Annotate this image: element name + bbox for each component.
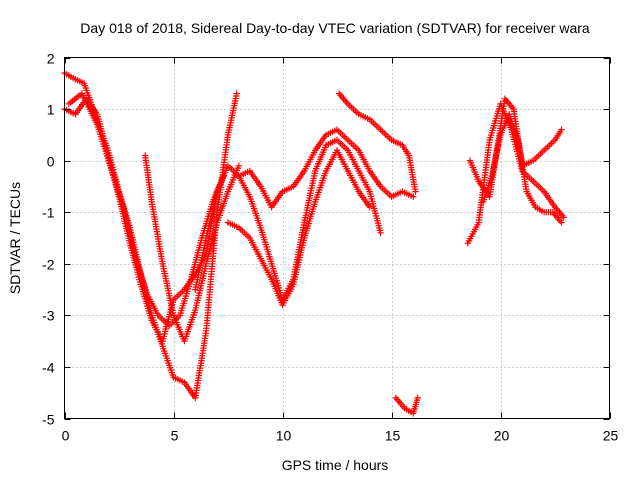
series-sat-f — [235, 126, 417, 211]
y-tick-label: -1 — [42, 205, 55, 221]
series-sat-c — [65, 90, 227, 329]
y-tick-label: -2 — [42, 257, 55, 273]
data-point-markers — [336, 90, 419, 195]
x-tick-label: 5 — [171, 428, 179, 444]
series-sat-l — [479, 111, 565, 226]
grid-layer — [64, 57, 610, 419]
series-sat-g — [224, 147, 373, 309]
x-tick-label: 20 — [494, 428, 510, 444]
x-axis-label: GPS time / hours — [282, 457, 389, 473]
chart-title: Day 018 of 2018, Sidereal Day-to-day VTE… — [80, 20, 590, 36]
y-tick-label: 1 — [47, 102, 55, 118]
y-tick-label: -4 — [42, 360, 55, 376]
data-point-markers — [142, 152, 243, 345]
tick-layer: 0 5 10 15 20 25 -5 -4 -3 -2 -1 0 1 2 — [42, 51, 618, 444]
y-tick-label: 0 — [47, 154, 55, 170]
series-sat-i — [392, 394, 421, 417]
x-tick-label: 10 — [276, 428, 292, 444]
data-point-markers — [392, 394, 421, 417]
y-tick-label: -3 — [42, 308, 55, 324]
series-sat-d — [142, 152, 243, 345]
y-axis-label: SDTVAR / TECUs — [7, 182, 23, 294]
plot-frame — [64, 57, 610, 419]
x-tick-label: 0 — [62, 428, 70, 444]
x-tick-label: 15 — [385, 428, 401, 444]
y-tick-label: -5 — [42, 412, 55, 428]
x-tick-label: 25 — [603, 428, 619, 444]
series-layer — [61, 69, 567, 417]
series-sat-h — [336, 90, 419, 195]
data-point-markers — [224, 147, 373, 309]
y-tick-label: 2 — [47, 51, 55, 67]
data-point-markers — [65, 90, 227, 329]
data-point-markers — [235, 126, 417, 211]
data-point-markers — [479, 111, 565, 226]
